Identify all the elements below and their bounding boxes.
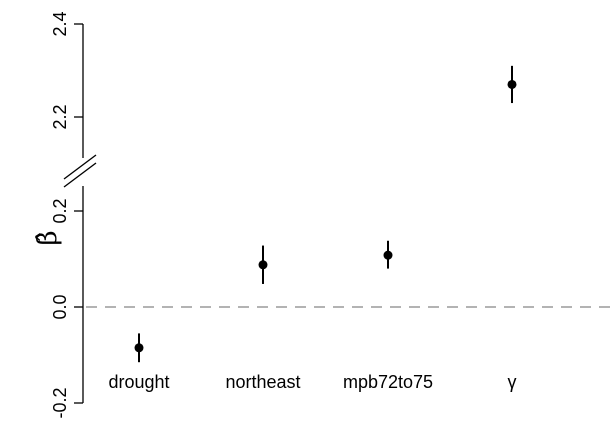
estimate-point-2 [383,250,393,260]
category-label-2: mpb72to75 [343,372,433,392]
y-tick-label: 2.4 [50,11,70,36]
estimate-point-3 [507,79,517,89]
estimate-point-1 [258,260,268,270]
y-tick-label: -0.2 [50,387,70,418]
axis-break-mark [63,162,97,188]
y-tick-label: 0.0 [50,294,70,319]
axis-break-mark [63,154,97,180]
y-tick-label: 2.2 [50,104,70,129]
point-estimates [134,65,517,363]
category-label-0: drought [108,372,169,392]
y-axis-title: β̂ [33,230,63,245]
y-tick-label: 0.2 [50,198,70,223]
y-axis: -0.2 0.0 0.2 2.2 2.4 [50,11,97,419]
category-label-1: northeast [225,372,300,392]
estimate-point-0 [134,343,144,353]
category-label-3: γ [508,372,517,392]
category-labels: drought northeast mpb72to75 γ [108,372,516,392]
